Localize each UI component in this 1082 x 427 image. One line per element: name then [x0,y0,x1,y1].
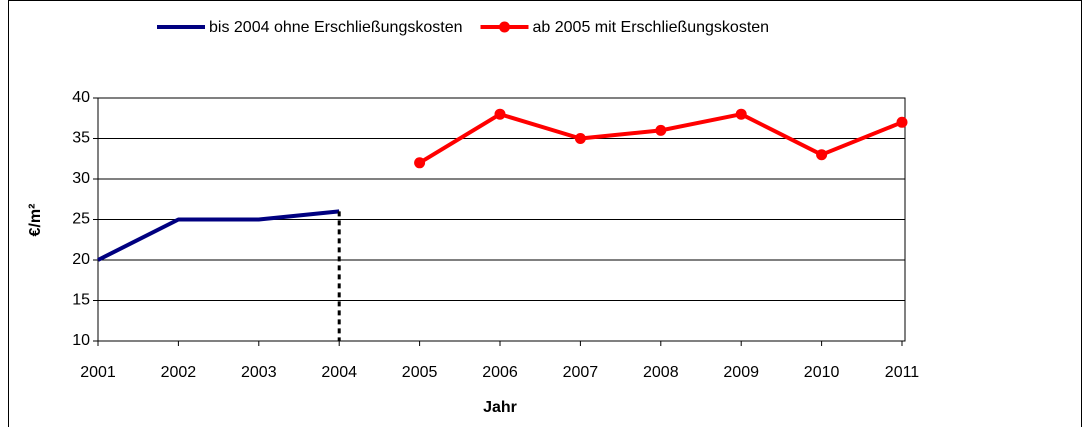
x-axis-label: Jahr [483,399,517,416]
point [735,108,747,120]
x-tick-label: 2006 [482,364,518,381]
y-tick-label: 40 [72,89,90,106]
point [655,124,667,136]
point [816,149,828,161]
x-tick-label: 2004 [321,364,357,381]
y-axis-label: €/m² [27,204,44,237]
x-tick-label: 2010 [804,364,840,381]
point [896,116,908,128]
x-tick-label: 2007 [563,364,599,381]
y-tick-label: 15 [72,292,90,309]
x-tick-label: 2011 [885,364,920,381]
legend-label: ab 2005 mit Erschließungskosten [533,19,770,36]
y-tick-label: 25 [72,211,90,228]
x-tick-label: 2008 [643,364,679,381]
point [574,133,586,144]
x-tick-label: 2005 [402,364,438,381]
x-tick-label: 2009 [723,364,759,381]
x-tick-label: 2003 [241,364,277,381]
y-tick-label: 20 [72,251,90,268]
y-tick-label: 30 [72,170,90,187]
legend-marker [499,21,510,33]
chart-frame [8,0,1082,427]
legend-label: bis 2004 ohne Erschließungskosten [209,19,463,36]
y-tick-label: 35 [72,130,90,147]
point [494,108,506,120]
series-line [97,209,340,262]
x-tick-label: 2002 [161,364,197,381]
x-tick-label: 2001 [80,364,116,381]
y-tick-label: 10 [72,332,90,349]
point [414,157,426,169]
